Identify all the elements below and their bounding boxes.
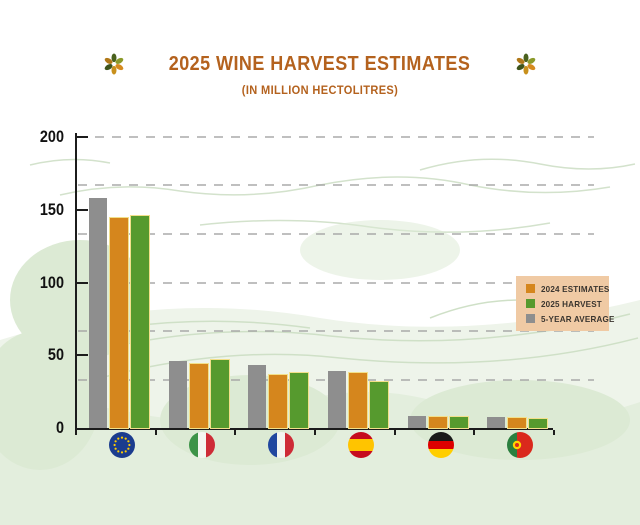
y-tick-50 [77,354,88,357]
bar-portugal-2025-harvest [529,419,547,428]
bar-france-2024-estimates [269,375,287,428]
legend-label: 2025 HARVEST [541,298,602,309]
y-tick-150 [77,208,88,211]
chart-legend: 2024 ESTIMATES 2025 HARVEST 5-YEAR AVERAGE [516,276,614,331]
gridline-133.3 [78,233,594,236]
legend-swatch-5-year-average [526,314,535,323]
y-axis-label-100: 100 [39,272,64,292]
y-axis-label-50: 50 [47,345,64,365]
x-axis-tick [75,430,77,435]
bar-italy-2024-estimates [190,364,208,428]
y-tick-200 [77,136,88,138]
legend-swatch-2024-estimates [526,284,535,293]
bar-italy-5-year-average [169,361,187,428]
x-axis-tick [553,430,555,435]
gridline-200 [78,136,594,138]
y-axis-line [75,133,77,428]
legend-swatch-2025-harvest [526,299,535,308]
x-axis-tick [154,430,157,435]
x-axis-tick [393,430,396,435]
bar-european-union-5-year-average [89,198,107,428]
legend-item-2025-harvest: 2025 HARVEST [526,299,609,309]
bar-european-union-2024-estimates [110,218,128,428]
flag-france-icon [268,432,294,458]
bar-spain-2024-estimates [349,373,367,428]
x-axis-line [75,428,553,430]
bar-spain-2025-harvest [370,382,388,428]
y-tick-100 [77,281,88,284]
chart-title: 2025 WINE HARVEST ESTIMATES [169,52,471,75]
gridline-166.7 [78,184,594,187]
flag-european-union-icon [109,432,135,458]
bar-portugal-2024-estimates [508,418,526,428]
legend-item-2024-estimates: 2024 ESTIMATES [526,284,609,294]
y-axis-label-200: 200 [39,127,64,146]
bar-european-union-2025-harvest [131,216,149,428]
bar-italy-2025-harvest [211,360,229,428]
y-axis-label-150: 150 [39,199,64,219]
y-axis-label-0: 0 [55,418,64,437]
flag-portugal-icon [507,432,533,458]
chart-header: 2025 WINE HARVEST ESTIMATES [0,52,640,76]
chart-subtitle: (IN MILLION HECTOLITRES) [241,83,399,97]
legend-label: 5-YEAR AVERAGE [541,313,615,324]
flag-spain-icon [348,432,374,458]
bar-germany-2025-harvest [450,417,468,428]
legend-item-5-year-average: 5-YEAR AVERAGE [526,314,614,324]
flower-icon-right [516,53,535,75]
flag-germany-icon [428,432,454,458]
legend-label: 2024 ESTIMATES [541,283,610,294]
x-axis-tick [473,430,476,435]
bar-france-5-year-average [248,365,266,428]
gridline-100 [78,281,594,284]
bar-germany-5-year-average [408,416,426,428]
gridline-66.7 [78,329,594,332]
bar-germany-2024-estimates [429,417,447,428]
x-axis-tick [234,430,237,435]
bar-portugal-5-year-average [487,417,505,428]
flower-icon-left [105,53,124,75]
bar-spain-5-year-average [328,371,346,428]
flag-italy-icon [189,432,215,458]
x-axis-tick [314,430,316,435]
bar-france-2025-harvest [290,373,308,428]
